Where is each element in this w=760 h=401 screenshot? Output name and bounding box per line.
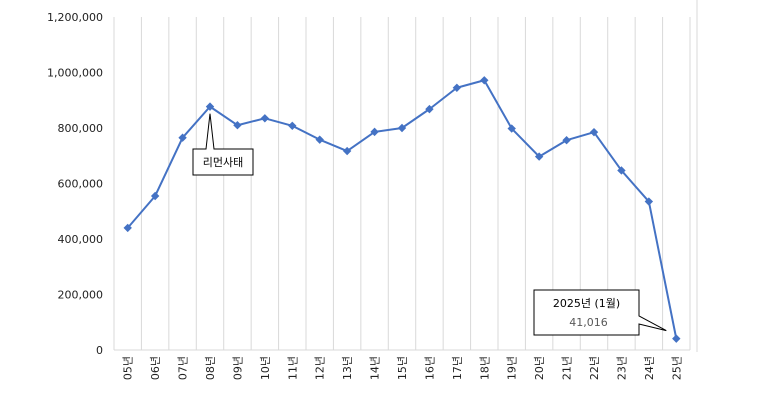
x-tick-label: 22년 (588, 356, 601, 380)
callout-box (192, 113, 254, 176)
data-point (507, 124, 516, 133)
y-tick-label: 1,000,000 (47, 67, 103, 80)
data-point (342, 146, 352, 156)
callout-title: 2025년 (1월) (553, 297, 620, 310)
x-tick-label: 10년 (259, 356, 272, 380)
y-tick-label: 400,000 (58, 233, 104, 246)
data-point (205, 102, 215, 111)
x-tick-label: 21년 (561, 356, 574, 380)
x-tick-label: 12년 (314, 356, 327, 380)
x-tick-label: 16년 (423, 356, 436, 380)
data-point (370, 127, 379, 137)
data-point (315, 135, 324, 144)
data-point (123, 223, 132, 233)
x-tick-label: 14년 (369, 356, 382, 380)
x-tick-label: 07년 (177, 356, 190, 380)
data-point (589, 127, 599, 137)
callout-box (533, 289, 667, 336)
data-point (672, 334, 681, 343)
callout-value: 41,016 (569, 316, 608, 329)
callout-label: 리먼사태 (203, 156, 243, 169)
data-point (233, 121, 242, 130)
x-tick-label: 08년 (204, 356, 217, 380)
data-point (452, 83, 462, 92)
data-point (562, 136, 571, 145)
x-tick-label: 24년 (643, 356, 656, 380)
data-point (397, 123, 407, 133)
data-point (644, 197, 654, 206)
x-tick-label: 25년 (670, 356, 683, 380)
data-point (617, 166, 626, 175)
y-tick-label: 800,000 (58, 122, 104, 135)
x-tick-label: 06년 (149, 356, 162, 380)
annotations: 리먼사태 2025년 (1월) 41,016 (192, 113, 667, 336)
x-tick-label: 18년 (478, 356, 491, 380)
x-tick-label: 09년 (231, 356, 244, 380)
x-tick-label: 11년 (286, 356, 299, 380)
x-tick-label: 13년 (341, 356, 354, 380)
y-tick-label: 1,200,000 (47, 11, 103, 24)
y-tick-label: 200,000 (58, 289, 104, 302)
x-tick-label: 17년 (451, 356, 464, 380)
data-point (480, 76, 489, 85)
data-point (425, 104, 434, 114)
x-tick-label: 23년 (615, 356, 628, 380)
data-series (123, 76, 681, 343)
data-point (260, 114, 270, 123)
y-tick-label: 0 (96, 344, 103, 357)
x-tick-label: 20년 (533, 356, 546, 380)
x-axis: 05년 06년 07년 08년 09년 10년 11년 12년 13년 14년 15년 16년 17년 1… (114, 349, 690, 380)
data-point (178, 133, 187, 142)
y-tick-label: 600,000 (58, 178, 104, 191)
data-point (150, 191, 160, 201)
y-axis: 0 200,000 400,000 600,000 800,000 1,000,000 1,… (47, 11, 103, 357)
callout-2025: 2025년 (1월) 41,016 (533, 289, 667, 336)
callout-lehman: 리먼사태 (192, 113, 254, 176)
data-point (534, 152, 544, 161)
x-tick-label: 19년 (506, 356, 519, 380)
x-tick-label: 05년 (122, 356, 135, 380)
data-point (288, 121, 297, 130)
x-tick-label: 15년 (396, 356, 409, 380)
